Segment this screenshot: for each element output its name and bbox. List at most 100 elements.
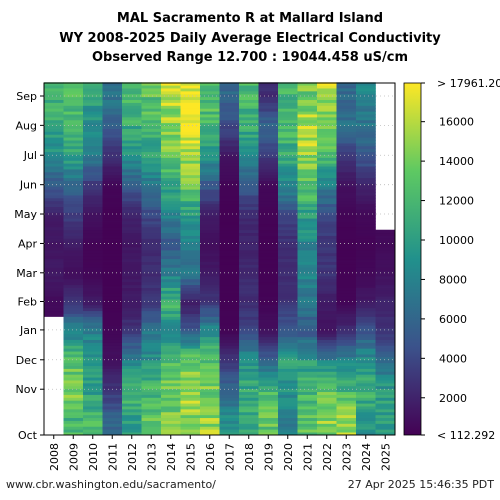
heatmap-cell [200,171,220,176]
heatmap-cell [278,299,298,303]
heatmap-cell [375,408,396,413]
heatmap-cell [219,368,240,372]
heatmap-cell [83,200,103,205]
heatmap-cell [63,411,84,416]
heatmap-cell [356,108,376,112]
heatmap-cell [258,88,279,92]
heatmap-cell [180,391,201,395]
heatmap-cell [356,267,376,271]
heatmap-cell [336,166,357,170]
heatmap-cell [336,319,357,323]
heatmap-cell [336,125,357,129]
heatmap-cell [122,382,142,387]
heatmap-cell [44,238,64,242]
heatmap-cell [83,368,103,372]
heatmap-cell [63,408,84,413]
heatmap-cell [200,183,220,187]
heatmap-cell [278,105,298,109]
heatmap-cell [336,313,357,317]
heatmap-cell [336,241,357,245]
heatmap-cell [122,406,142,410]
heatmap-cell [200,102,220,106]
heatmap-cell [258,114,279,118]
heatmap-cell [180,351,201,355]
heatmap-cell [258,200,279,205]
heatmap-cell [219,226,240,231]
heatmap-cell [122,330,142,335]
heatmap-cell [180,270,201,274]
heatmap-cell [122,85,142,89]
heatmap-cell [356,82,376,86]
heatmap-cell [297,105,318,109]
heatmap-cell [356,302,376,306]
heatmap-cell [180,354,201,358]
heatmap-cell [336,244,357,248]
heatmap-cell [239,362,259,367]
heatmap-cell [278,232,298,236]
heatmap-cell [44,244,64,248]
heatmap-cell [278,380,298,384]
heatmap-cell [317,403,337,407]
heatmap-cell [200,270,220,274]
heatmap-cell [356,351,376,355]
heatmap-cell [336,183,357,187]
heatmap-cell [356,134,376,138]
heatmap-cell [122,290,142,294]
heatmap-cell [102,137,123,141]
heatmap-cell [356,140,376,144]
heatmap-cell [44,212,64,216]
heatmap-cell [180,171,201,176]
heatmap-cell [102,229,123,234]
heatmap-cell [63,160,84,164]
heatmap-cell [297,140,318,144]
heatmap-cell [102,351,123,355]
heatmap-cell [278,200,298,205]
heatmap-cell [200,328,220,332]
heatmap-cell [141,388,162,393]
heatmap-cell [278,223,298,228]
heatmap-cell [317,258,337,262]
heatmap-cell [141,226,162,231]
heatmap-cell [63,142,84,147]
heatmap-cell [63,192,84,196]
heatmap-cell [317,154,337,158]
heatmap-cell [278,336,298,340]
heatmap-cell [63,235,84,239]
heatmap-cell [258,171,279,176]
heatmap-cell [161,96,181,101]
heatmap-cell [258,223,279,228]
heatmap-cell [83,122,103,127]
heatmap-cell [141,325,162,329]
heatmap-cell [297,252,318,257]
heatmap-cell [356,330,376,335]
heatmap-column-2023 [336,82,357,436]
heatmap-cell [200,330,220,335]
heatmap-cell [102,252,123,257]
heatmap-cell [63,328,84,332]
heatmap-cell [317,140,337,144]
heatmap-cell [122,354,142,358]
heatmap-cell [317,417,337,421]
heatmap-cell [219,406,240,410]
heatmap-cell [122,348,142,352]
heatmap-cell [297,342,318,346]
y-tick-label-jul: Jul [23,149,37,162]
heatmap-cell [102,148,123,153]
heatmap-cell [200,342,220,346]
heatmap-cell [83,137,103,141]
heatmap-cell [375,287,396,291]
heatmap-cell [219,88,240,92]
heatmap-cell [317,287,337,291]
heatmap-cell [161,226,181,231]
heatmap-cell [278,203,298,207]
heatmap-cell [180,264,201,268]
heatmap-cell [297,244,318,248]
footer-url[interactable]: www.cbr.washington.edu/sacramento/ [6,478,216,491]
heatmap-cell [122,114,142,118]
heatmap-cell [122,420,142,424]
colorbar-tick-label: 8000 [439,273,467,286]
heatmap-cell [297,420,318,424]
heatmap-cell [161,166,181,170]
heatmap-cell [63,267,84,271]
heatmap-cell [317,368,337,372]
